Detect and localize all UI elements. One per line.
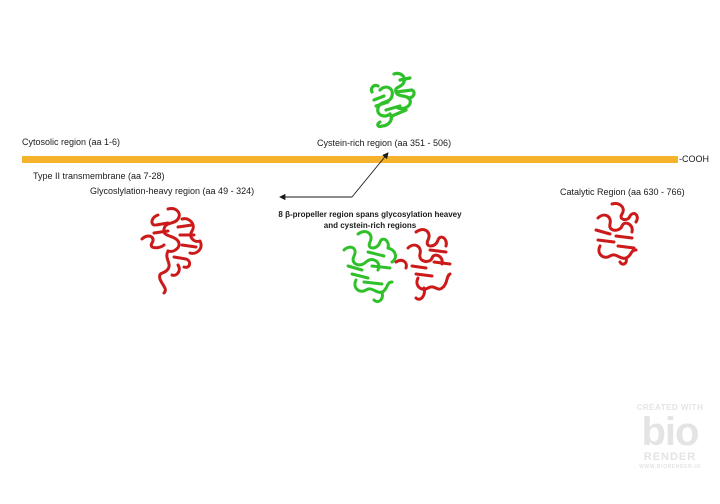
watermark-render: RENDER [643, 451, 697, 463]
watermark-created-with: CREATED WITH [636, 403, 704, 412]
protein-sequence-bar [22, 156, 678, 163]
watermark-logo: bio [641, 410, 700, 454]
cysteine-rich-region-label: Cystein-rich region (aa 351 - 506) [317, 138, 452, 148]
cytosolic-region-label: Cytosolic region (aa 1-6) [22, 137, 121, 147]
glycosylation-region-label: Glycoslylation-heavy region (aa 49 - 324… [90, 186, 255, 196]
catalytic-region-label: Catalytic Region (aa 630 - 766) [560, 187, 685, 197]
biorender-watermark: CREATED WITH bio RENDER WWW.BIORENDER.IO [632, 403, 708, 488]
watermark-url: WWW.BIORENDER.IO [639, 464, 701, 470]
transmembrane-label: Type II transmembrane (aa 7-28) [33, 171, 165, 181]
protein-ribbon-red-icon [594, 202, 639, 266]
protein-ribbon-green-icon [369, 71, 416, 129]
cooh-terminus-label: -COOH [679, 154, 709, 164]
protein-ribbon-red-icon [140, 207, 203, 295]
propeller-region-label: 8 β-propeller region spans glycosylation… [278, 210, 462, 230]
protein-ribbon-green-icon [342, 228, 452, 304]
arrow-to-cysteine-rich [351, 152, 389, 198]
